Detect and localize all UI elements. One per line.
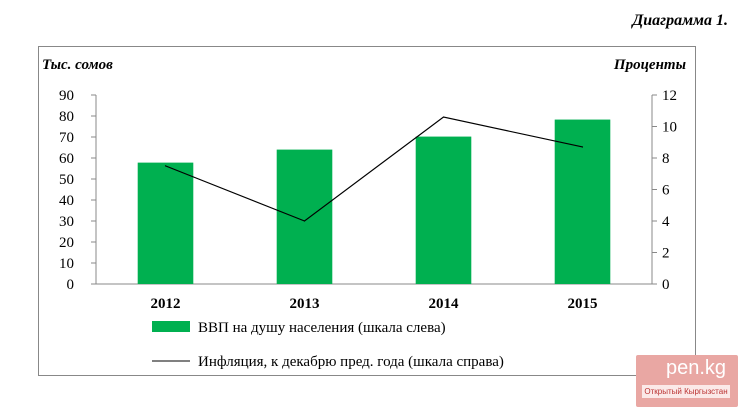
y2-tick-label: 10	[662, 120, 677, 136]
bar-2012	[137, 162, 194, 284]
legend-line-label: Инфляция, к декабрю пред. года (шкала сп…	[198, 354, 504, 370]
y-tick-label: 10	[59, 256, 74, 272]
y-axis-label: Тыс. сомов	[42, 57, 113, 73]
y-tick-label: 40	[59, 193, 74, 209]
inflation-point-2013	[303, 220, 306, 222]
legend-bar-label: ВВП на душу населения (шкала слева)	[198, 320, 446, 336]
y-tick-label: 60	[59, 151, 74, 167]
inflation-point-2014	[442, 116, 445, 118]
y2-tick-label: 12	[662, 88, 677, 104]
y2-axis-label: Проценты	[613, 57, 686, 73]
bar-2013	[276, 149, 333, 284]
legend-bar-swatch	[152, 321, 190, 332]
inflation-point-2012	[164, 165, 167, 167]
y2-tick-label: 4	[662, 214, 670, 230]
chart-title: Диаграмма 1.	[632, 12, 728, 29]
bar-2014	[415, 136, 472, 284]
y2-tick-label: 6	[662, 183, 670, 199]
x-tick-label: 2013	[290, 296, 320, 312]
y-tick-label: 0	[67, 277, 75, 293]
y2-tick-label: 2	[662, 246, 670, 262]
y2-tick-label: 0	[662, 277, 670, 293]
watermark-logo: pen.kg Открытый Кыргызстан	[636, 355, 738, 407]
y-tick-label: 90	[59, 88, 74, 104]
y-tick-label: 50	[59, 172, 74, 188]
y2-tick-label: 8	[662, 151, 670, 167]
chart-frame	[38, 46, 696, 376]
x-tick-label: 2014	[429, 296, 460, 312]
y-tick-label: 30	[59, 214, 74, 230]
inflation-line	[165, 116, 583, 222]
x-tick-label: 2012	[151, 296, 181, 312]
y-tick-label: 70	[59, 130, 74, 146]
y-tick-label: 80	[59, 109, 74, 125]
inflation-point-2015	[581, 146, 584, 148]
bar-2015	[554, 119, 611, 284]
x-tick-label: 2015	[568, 296, 598, 312]
y-tick-label: 20	[59, 235, 74, 251]
